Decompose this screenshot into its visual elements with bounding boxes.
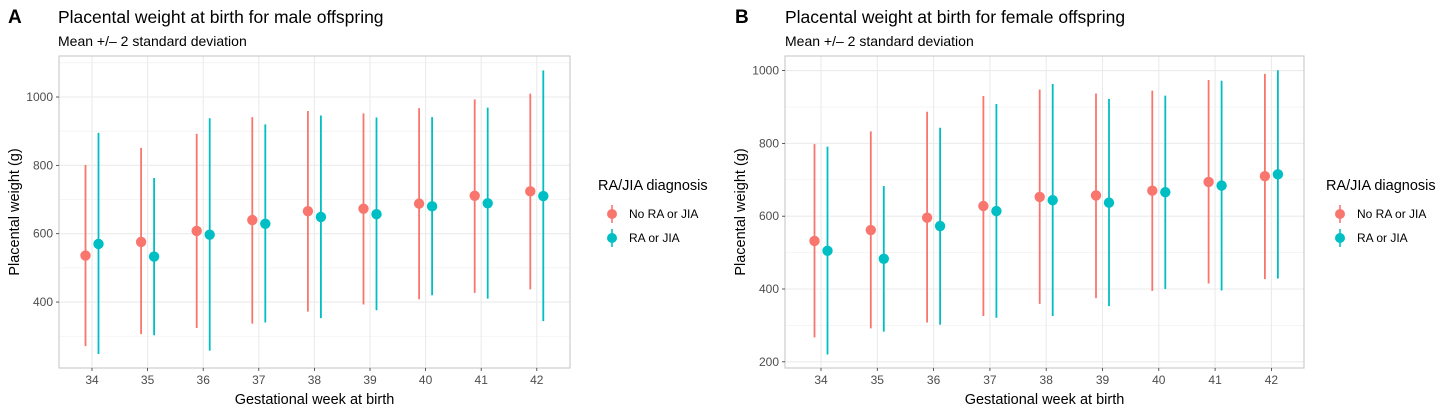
legend-label: No RA or JIA	[629, 207, 698, 221]
x-tick-label: 36	[927, 373, 941, 387]
x-tick-label: 42	[530, 373, 544, 387]
mean-point-no-ra-jia	[135, 236, 147, 248]
mean-point-no-ra-jia	[1147, 185, 1158, 196]
y-tick-label: 1000	[752, 64, 779, 78]
mean-point-no-ra-jia	[921, 212, 933, 223]
mean-point-no-ra-jia	[978, 200, 989, 212]
legend-key-point	[1335, 209, 1345, 219]
panel-label: A	[8, 7, 22, 28]
x-tick-label: 40	[1152, 373, 1166, 387]
x-tick-label: 37	[252, 373, 266, 387]
data-marks	[809, 70, 1284, 355]
x-tick-label: 41	[1208, 373, 1222, 387]
mean-point-no-ra-jia	[865, 224, 876, 236]
legend-label: No RA or JIA	[1357, 207, 1426, 221]
mean-point-no-ra-jia	[1034, 191, 1045, 203]
x-tick-label: 39	[363, 373, 377, 387]
y-tick-label: 600	[33, 227, 53, 241]
y-tick-label: 800	[759, 136, 779, 150]
mean-point-no-ra-jia	[1259, 170, 1271, 182]
panel-a: A Placental weight at birth for male off…	[7, 7, 708, 408]
legend-title: RA/JIA diagnosis	[1326, 178, 1436, 194]
mean-point-no-ra-jia	[809, 235, 820, 247]
legend: RA/JIA diagnosis No RA or JIA RA or JIA	[598, 178, 708, 247]
legend-label: RA or JIA	[1357, 231, 1408, 245]
gridlines	[59, 56, 570, 368]
mean-point-ra-jia	[991, 205, 1002, 217]
x-tick-label: 36	[197, 373, 211, 387]
data-marks	[80, 70, 549, 354]
x-tick-label: 41	[475, 373, 489, 387]
x-tick-label: 39	[1096, 373, 1110, 387]
y-axis-title: Placental weight (g)	[7, 148, 23, 275]
axes: 200 400 600 800 1000 34 35 36 37 38 39 40 41 42	[752, 64, 1278, 387]
x-tick-label: 38	[1040, 373, 1054, 387]
legend-key-point	[607, 209, 617, 219]
axes: 400 600 800 1000 34 35 36 37 38 39 40 41 42	[26, 90, 543, 387]
legend-key-point	[607, 233, 617, 243]
mean-point-ra-jia	[426, 201, 438, 212]
mean-point-no-ra-jia	[413, 198, 425, 209]
mean-point-ra-jia	[1047, 194, 1058, 206]
chart-subtitle: Mean +/– 2 standard deviation	[58, 33, 247, 49]
mean-point-no-ra-jia	[358, 203, 369, 214]
mean-point-no-ra-jia	[80, 250, 91, 261]
mean-point-no-ra-jia	[525, 186, 536, 197]
y-tick-label: 400	[33, 295, 53, 309]
mean-point-ra-jia	[1272, 169, 1284, 180]
x-tick-label: 38	[308, 373, 322, 387]
mean-point-no-ra-jia	[302, 205, 314, 217]
mean-point-ra-jia	[934, 220, 946, 232]
mean-point-ra-jia	[260, 218, 271, 229]
chart-subtitle: Mean +/– 2 standard deviation	[785, 33, 974, 49]
chart-title: Placental weight at birth for female off…	[785, 7, 1125, 27]
mean-point-no-ra-jia	[1090, 190, 1102, 201]
gridlines	[785, 56, 1304, 368]
mean-point-ra-jia	[1103, 197, 1115, 208]
mean-point-no-ra-jia	[247, 214, 258, 226]
chart-title: Placental weight at birth for male offsp…	[58, 7, 384, 27]
x-tick-label: 34	[814, 373, 828, 387]
panel-label: B	[735, 7, 749, 28]
y-tick-label: 1000	[26, 90, 53, 104]
mean-point-ra-jia	[1160, 186, 1171, 198]
y-axis-title: Placental weight (g)	[733, 148, 749, 275]
mean-point-no-ra-jia	[469, 190, 480, 201]
x-tick-label: 35	[871, 373, 885, 387]
x-tick-label: 42	[1265, 373, 1279, 387]
x-tick-label: 34	[85, 373, 99, 387]
mean-point-ra-jia	[482, 198, 493, 209]
panel-b: B Placental weight at birth for female o…	[733, 7, 1436, 408]
mean-point-ra-jia	[371, 209, 382, 220]
y-tick-label: 600	[759, 209, 779, 223]
legend: RA/JIA diagnosis No RA or JIA RA or JIA	[1326, 178, 1436, 247]
x-axis-title: Gestational week at birth	[965, 392, 1125, 408]
x-axis-title: Gestational week at birth	[235, 392, 395, 408]
y-tick-label: 200	[759, 355, 779, 369]
mean-point-ra-jia	[822, 245, 833, 256]
mean-point-ra-jia	[315, 211, 327, 223]
mean-point-ra-jia	[878, 253, 889, 264]
y-tick-label: 800	[33, 158, 53, 172]
mean-point-ra-jia	[204, 229, 215, 240]
mean-point-no-ra-jia	[191, 225, 202, 237]
mean-point-no-ra-jia	[1203, 176, 1214, 188]
mean-point-ra-jia	[1216, 180, 1227, 191]
mean-point-ra-jia	[93, 238, 104, 250]
x-tick-label: 40	[419, 373, 433, 387]
x-tick-label: 35	[141, 373, 155, 387]
y-tick-label: 400	[759, 282, 779, 296]
mean-point-ra-jia	[148, 251, 160, 262]
legend-key-point	[1335, 233, 1345, 243]
mean-point-ra-jia	[538, 190, 549, 202]
legend-title: RA/JIA diagnosis	[598, 178, 708, 194]
legend-label: RA or JIA	[629, 231, 680, 245]
plot-panel-border	[784, 55, 1305, 369]
x-tick-label: 37	[983, 373, 997, 387]
